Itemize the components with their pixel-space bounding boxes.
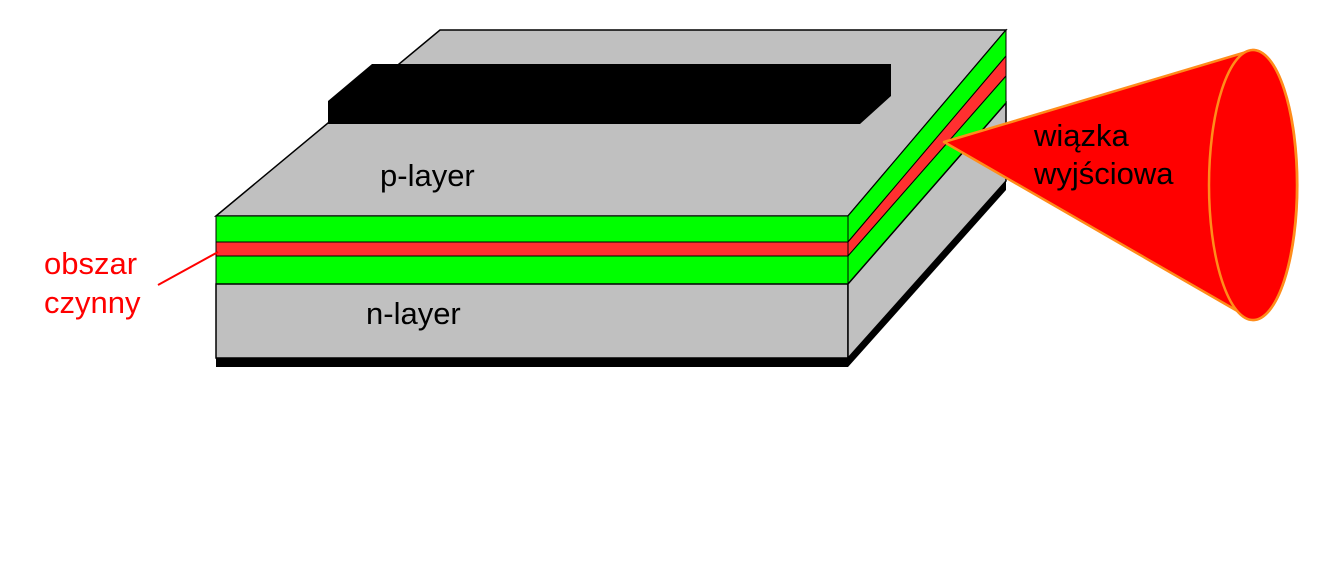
upper-cladding-layer	[215, 215, 849, 243]
output-beam-label: wiązka wyjściowa	[1033, 118, 1174, 191]
n-layer-front-face	[215, 283, 849, 359]
output-beam-label-line-2: wyjściowa	[1033, 156, 1174, 191]
output-beam	[942, 48, 1299, 322]
front-face	[215, 215, 849, 359]
top-contact	[328, 64, 891, 124]
side-face	[847, 28, 1007, 360]
beam-cross-section	[1207, 48, 1299, 322]
active-region-leader-line	[157, 251, 219, 286]
output-beam-label-line-1: wiązka	[1033, 118, 1130, 153]
lower-cladding-layer	[215, 255, 849, 285]
p-layer-label: p-layer	[380, 158, 475, 193]
active-region-label: obszar czynny	[44, 246, 146, 320]
side-n-layer	[847, 101, 1007, 360]
active-layer	[215, 241, 849, 257]
n-layer-label: n-layer	[366, 296, 461, 331]
active-region-label-line-1: obszar	[44, 246, 137, 281]
active-region-label-line-2: czynny	[44, 285, 141, 320]
bottom-contact	[216, 181, 1006, 367]
